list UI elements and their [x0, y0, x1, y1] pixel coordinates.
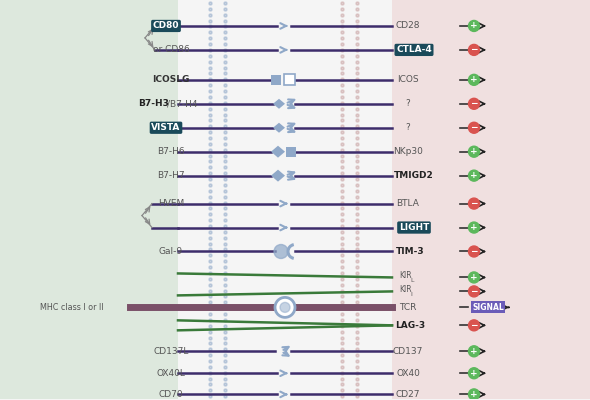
- Circle shape: [468, 286, 480, 297]
- FancyBboxPatch shape: [284, 74, 295, 85]
- Text: +: +: [470, 147, 478, 156]
- Polygon shape: [271, 146, 285, 158]
- FancyBboxPatch shape: [271, 75, 281, 85]
- Circle shape: [468, 272, 480, 283]
- Text: −: −: [470, 45, 478, 54]
- Circle shape: [468, 98, 480, 109]
- Text: /B7-H4: /B7-H4: [167, 99, 197, 108]
- Polygon shape: [271, 170, 285, 182]
- Text: +: +: [470, 347, 478, 356]
- Text: VISTA: VISTA: [151, 123, 181, 132]
- Text: −: −: [470, 99, 478, 108]
- Text: B7-H3: B7-H3: [139, 99, 169, 108]
- Text: +: +: [470, 223, 478, 232]
- Text: TCR: TCR: [399, 303, 417, 312]
- Circle shape: [468, 44, 480, 55]
- Circle shape: [468, 122, 480, 133]
- Text: CD27: CD27: [396, 390, 420, 399]
- Text: −: −: [470, 247, 478, 256]
- Bar: [178, 0, 392, 399]
- Circle shape: [468, 198, 480, 209]
- Text: L: L: [410, 278, 414, 283]
- Bar: [392, 0, 590, 399]
- Circle shape: [468, 20, 480, 32]
- Text: OX40: OX40: [396, 369, 420, 378]
- Text: −: −: [470, 321, 478, 330]
- Text: −: −: [470, 123, 478, 132]
- Circle shape: [275, 298, 295, 317]
- Text: B7-H6: B7-H6: [157, 147, 185, 156]
- Text: B7-H7: B7-H7: [157, 171, 185, 180]
- Polygon shape: [273, 99, 285, 109]
- FancyBboxPatch shape: [286, 147, 296, 157]
- Text: +: +: [470, 390, 478, 399]
- Text: CD70: CD70: [159, 390, 183, 399]
- Text: TMIGD2: TMIGD2: [394, 171, 434, 180]
- Text: −: −: [470, 287, 478, 296]
- Text: +: +: [470, 369, 478, 378]
- Circle shape: [468, 146, 480, 157]
- Text: SIGNAL: SIGNAL: [472, 303, 504, 312]
- Circle shape: [468, 170, 480, 181]
- Text: +: +: [470, 273, 478, 282]
- Text: KIR: KIR: [399, 285, 412, 294]
- Text: Gal-9: Gal-9: [159, 247, 183, 256]
- Text: CD137L: CD137L: [153, 347, 189, 356]
- Text: LAG-3: LAG-3: [395, 321, 425, 330]
- Circle shape: [280, 302, 290, 312]
- Text: I: I: [410, 292, 412, 297]
- Circle shape: [468, 222, 480, 233]
- Circle shape: [468, 74, 480, 85]
- Text: CTLA-4: CTLA-4: [396, 45, 432, 54]
- Text: OX40L: OX40L: [156, 369, 185, 378]
- Text: HVEM: HVEM: [158, 199, 184, 208]
- Circle shape: [468, 368, 480, 379]
- Circle shape: [468, 246, 480, 257]
- Text: NKp30: NKp30: [393, 147, 423, 156]
- Text: ?: ?: [406, 123, 411, 132]
- Text: BTLA: BTLA: [396, 199, 419, 208]
- Text: TIM-3: TIM-3: [396, 247, 424, 256]
- Text: +: +: [470, 75, 478, 84]
- Circle shape: [468, 320, 480, 331]
- Text: +: +: [470, 171, 478, 180]
- Text: ICOS: ICOS: [397, 75, 419, 84]
- Text: ICOSLG: ICOSLG: [152, 75, 190, 84]
- Text: CD80: CD80: [153, 22, 179, 30]
- Polygon shape: [273, 123, 285, 133]
- Text: MHC class I or II: MHC class I or II: [40, 303, 104, 312]
- Text: CD28: CD28: [396, 22, 420, 30]
- Circle shape: [274, 244, 288, 258]
- Text: LIGHT: LIGHT: [399, 223, 429, 232]
- Circle shape: [468, 389, 480, 400]
- Text: ?: ?: [406, 99, 411, 108]
- Text: or CD86: or CD86: [153, 45, 189, 54]
- Circle shape: [468, 346, 480, 357]
- Text: +: +: [470, 22, 478, 30]
- Bar: [0, 0, 178, 399]
- Text: CD137: CD137: [393, 347, 423, 356]
- Text: −: −: [470, 199, 478, 208]
- Text: KIR: KIR: [399, 271, 412, 280]
